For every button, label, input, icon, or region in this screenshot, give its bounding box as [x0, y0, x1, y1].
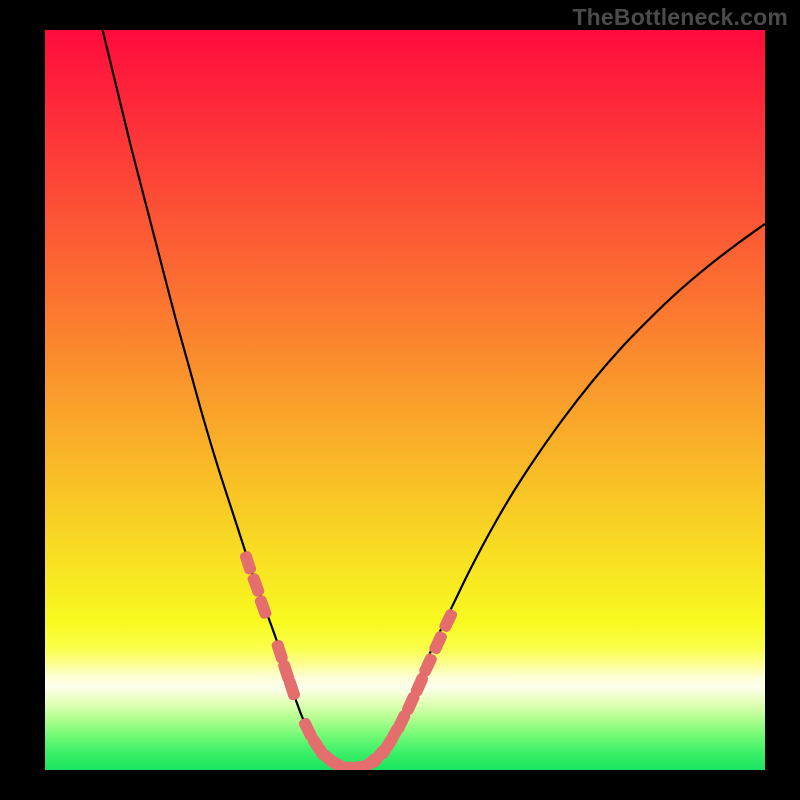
bottleneck-curve-chart: [0, 0, 800, 800]
watermark-text: TheBottleneck.com: [572, 4, 788, 31]
chart-frame: { "meta": { "watermark_text": "TheBottle…: [0, 0, 800, 800]
plot-background: [45, 30, 765, 770]
